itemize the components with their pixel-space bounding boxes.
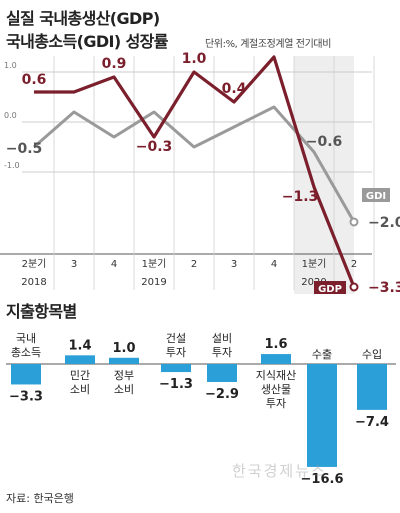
gdp-name-label: GDP (318, 284, 342, 294)
x-tick-label: 3 (231, 259, 237, 270)
growth-line-chart: 1.00.0-1.02분기341분기2341분기22018201920200.6… (0, 52, 400, 294)
source-note: 자료: 한국은행 (6, 492, 74, 505)
x-tick-label: 1분기 (302, 258, 327, 270)
bar-category-label-line: 생산물 (261, 383, 291, 396)
bar-value-label: −7.4 (355, 415, 389, 430)
bar-category-label-line: 투자 (166, 346, 186, 359)
bar-category-label: 지식재산 생산물 투자 (256, 369, 296, 410)
year-label: 2018 (21, 277, 46, 288)
bar-value-label: 1.0 (112, 341, 135, 356)
gdp-data-label: 0.4 (222, 81, 247, 97)
unit-note: 단위:%, 계절조정계열 전기대비 (205, 39, 332, 50)
bar-category-label-line: 지식재산 (256, 369, 296, 382)
watermark: 한국경제뉴스 (232, 462, 327, 480)
bar-category-label: 설비 투자 (212, 332, 232, 359)
year-label: 2019 (141, 277, 166, 288)
bar-category-label-line: 국내 (16, 332, 36, 345)
gdi-data-label: −2.0 (368, 215, 400, 231)
x-tick-label: 1분기 (142, 258, 167, 270)
bar-category-label-line: 민간 (70, 369, 90, 382)
gdp-name-tag (314, 281, 346, 294)
bar-value-label: −1.3 (159, 377, 193, 392)
bar-category-label: 민간 소비 (70, 369, 90, 396)
x-tick-label: 3 (71, 259, 77, 270)
x-tick-label: 2분기 (22, 258, 47, 270)
bar (109, 357, 139, 364)
gdp-series-line (34, 55, 356, 288)
bar-category-label: 정부 소비 (114, 369, 134, 396)
bar-category-label: 수입 (362, 348, 382, 361)
bar-category-label-line: 소비 (70, 383, 90, 396)
bar-category-label-line: 건설 (166, 332, 186, 345)
bar-value-label: −2.9 (205, 387, 239, 402)
bar-category-label: 국내 총소득 (11, 332, 41, 359)
bar (161, 364, 191, 373)
x-tick-label: 4 (111, 259, 117, 270)
expenditure-bar-chart: −3.3국내 총소득 1.4민간 소비1.0정부 소비 −1.3건설 투자−2.9설비 투자1… (6, 332, 396, 486)
gdi-series-line (33, 105, 356, 223)
gdi-end-point (349, 217, 359, 227)
gdp-data-label: 1.0 (182, 52, 207, 67)
bar-category-label-line: 수출 (312, 348, 332, 361)
chart-subtitle: 국내총소득(GDI) 성장률 (6, 32, 169, 51)
gdp-end-point (349, 282, 359, 292)
bar-category-label: 수출 (312, 348, 332, 361)
gdi-data-label: −0.6 (306, 134, 343, 150)
gdp-data-label: 0.6 (22, 72, 47, 88)
x-tick-label: 2 (191, 259, 197, 270)
gdp-data-label: −3.3 (368, 280, 400, 294)
bar-category-label-line: 정부 (114, 369, 134, 382)
bar-category-label-line: 설비 (212, 332, 232, 345)
gdp-data-label: 0.9 (102, 56, 127, 72)
bar-category-label: 건설 투자 (166, 332, 186, 359)
chart-title: 실질 국내총생산(GDP) (6, 9, 160, 28)
gdi-name-label: GDI (366, 191, 386, 202)
y-tick-label: 0.0 (4, 111, 17, 120)
bar (357, 364, 387, 410)
bar-category-label-line: 총소득 (11, 346, 41, 359)
bar-value-label: 1.4 (68, 338, 91, 353)
x-tick-label: 2 (351, 259, 357, 270)
gdp-data-label: −1.3 (282, 189, 319, 205)
gdi-name-tag (362, 188, 390, 202)
bars-title: 지출항목별 (6, 302, 77, 321)
y-tick-label: 1.0 (4, 61, 17, 70)
bar-value-label: −16.6 (301, 472, 344, 486)
y-tick-label: -1.0 (4, 161, 20, 170)
bar (65, 355, 95, 364)
bar-value-label: 1.6 (264, 337, 287, 352)
bar (261, 354, 291, 364)
bar-value-label: −3.3 (9, 389, 43, 404)
gdi-data-label: −0.5 (6, 141, 43, 157)
bar-category-label-line: 수입 (362, 348, 382, 361)
bar-category-label-line: 소비 (114, 383, 134, 396)
bar-category-label-line: 투자 (212, 346, 232, 359)
gdp-data-label: −0.3 (136, 139, 173, 155)
bar (11, 364, 41, 385)
bar (207, 364, 237, 382)
bar (307, 364, 337, 467)
bar-category-label-line: 투자 (266, 397, 286, 410)
x-tick-label: 4 (271, 259, 277, 270)
